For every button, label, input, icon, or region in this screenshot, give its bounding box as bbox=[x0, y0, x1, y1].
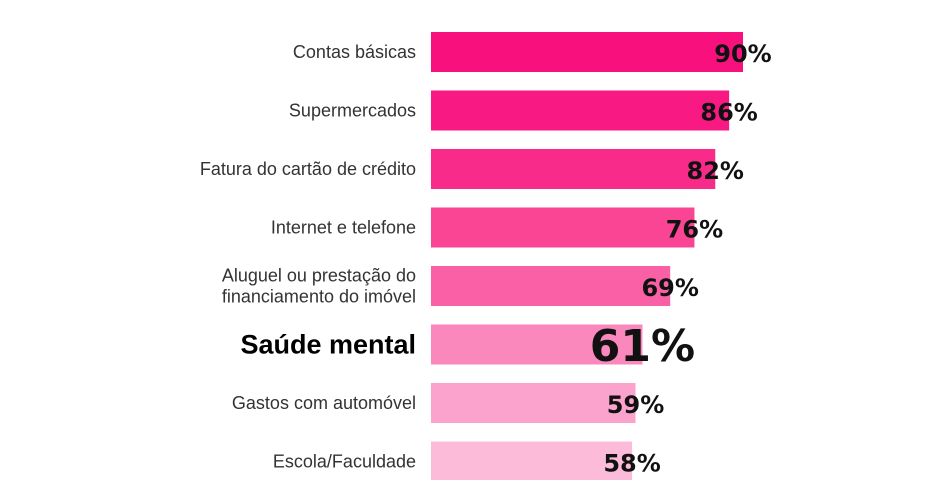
bar-row: Fatura do cartão de crédito 82% bbox=[200, 149, 744, 189]
category-label-line: Gastos com automóvel bbox=[232, 393, 416, 413]
value-label: 82% bbox=[687, 157, 744, 185]
bar bbox=[431, 90, 730, 131]
category-label: Saúde mental bbox=[240, 330, 416, 360]
value-label: 58% bbox=[603, 450, 660, 478]
category-label-line: Fatura do cartão de crédito bbox=[200, 159, 416, 179]
category-label: Gastos com automóvel bbox=[232, 393, 416, 413]
category-label: Escola/Faculdade bbox=[273, 452, 416, 472]
bar-row: Supermercados 86% bbox=[289, 90, 758, 131]
category-label-line: Supermercados bbox=[289, 101, 416, 121]
value-label: 59% bbox=[607, 391, 664, 419]
bar bbox=[431, 383, 636, 423]
category-label: Aluguel ou prestação do financiamento do … bbox=[222, 266, 416, 307]
category-label: Fatura do cartão de crédito bbox=[200, 159, 416, 179]
bar-row: Escola/Faculdade 58% bbox=[273, 441, 661, 480]
category-label: Internet e telefone bbox=[271, 218, 416, 238]
value-label: 61% bbox=[590, 321, 695, 372]
bar-row: Gastos com automóvel 59% bbox=[232, 383, 664, 423]
bar bbox=[431, 32, 743, 72]
bar bbox=[431, 149, 716, 189]
category-label-line: Aluguel ou prestação do bbox=[222, 266, 416, 286]
bar-row: Internet e telefone 76% bbox=[271, 207, 723, 248]
category-label: Supermercados bbox=[289, 101, 416, 121]
category-label-line: Internet e telefone bbox=[271, 218, 416, 238]
bar-row: Contas básicas 90% bbox=[293, 32, 772, 72]
bar bbox=[431, 266, 671, 306]
value-label: 69% bbox=[641, 274, 698, 302]
value-label: 76% bbox=[666, 216, 723, 244]
category-label-line: financiamento do imóvel bbox=[222, 287, 416, 307]
bar bbox=[431, 207, 695, 248]
bar-row: Aluguel ou prestação do financiamento do … bbox=[222, 266, 699, 307]
category-label-line: Escola/Faculdade bbox=[273, 452, 416, 472]
category-label-line: Saúde mental bbox=[240, 330, 416, 360]
category-label: Contas básicas bbox=[293, 42, 416, 62]
bar bbox=[431, 441, 633, 480]
value-label: 90% bbox=[714, 40, 771, 68]
bar bbox=[431, 324, 643, 365]
category-label-line: Contas básicas bbox=[293, 42, 416, 62]
value-label: 86% bbox=[700, 99, 757, 127]
bar-row: Saúde mental 61% bbox=[240, 321, 695, 372]
